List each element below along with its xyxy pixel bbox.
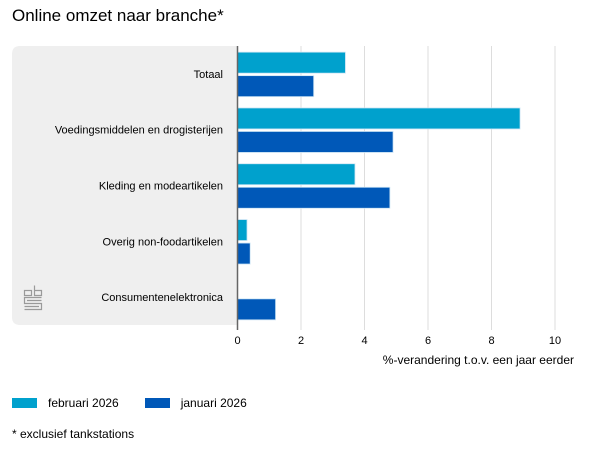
x-tick-label: 6 bbox=[425, 335, 431, 347]
legend-label: januari 2026 bbox=[180, 396, 247, 410]
bar-chart: Totaal Voedingsmiddelen en drogisterijen K… bbox=[12, 46, 574, 367]
x-tick-label: 4 bbox=[361, 335, 367, 347]
bar-february[interactable] bbox=[237, 107, 521, 130]
legend-item-january[interactable]: januari 2026 bbox=[144, 396, 247, 410]
legend-swatch bbox=[12, 398, 37, 408]
legend-swatch bbox=[144, 398, 170, 408]
bar-january[interactable] bbox=[237, 298, 276, 321]
category-label: Overig non-foodartikelen bbox=[103, 236, 223, 248]
bar-january[interactable] bbox=[237, 242, 251, 265]
x-tick-label: 2 bbox=[298, 335, 304, 347]
category-label: Totaal bbox=[194, 69, 223, 81]
bar-january[interactable] bbox=[237, 131, 394, 153]
legend: februari 2026 januari 2026 bbox=[12, 396, 273, 410]
legend-item-february[interactable]: februari 2026 bbox=[12, 396, 119, 410]
chart-title: Online omzet naar branche* bbox=[12, 6, 224, 25]
category-label: Consumentenelektronica bbox=[101, 292, 224, 304]
legend-label: februari 2026 bbox=[48, 396, 119, 410]
bar-january[interactable] bbox=[237, 186, 391, 209]
category-label: Voedingsmiddelen en drogisterijen bbox=[55, 125, 223, 137]
bar-january[interactable] bbox=[237, 75, 315, 98]
category-label: Kleding en modeartikelen bbox=[99, 181, 223, 193]
bar-february[interactable] bbox=[237, 219, 248, 241]
x-tick-label: 0 bbox=[234, 335, 240, 347]
footnote: * exclusief tankstations bbox=[12, 427, 135, 441]
cbs-logo-icon bbox=[23, 285, 43, 311]
x-axis-label: %-verandering t.o.v. een jaar eerder bbox=[383, 353, 574, 367]
x-tick-label: 8 bbox=[488, 335, 494, 347]
x-tick-label: 10 bbox=[549, 335, 561, 347]
bar-february[interactable] bbox=[237, 163, 356, 186]
bar-february[interactable] bbox=[237, 51, 346, 74]
category-panel bbox=[12, 46, 237, 325]
